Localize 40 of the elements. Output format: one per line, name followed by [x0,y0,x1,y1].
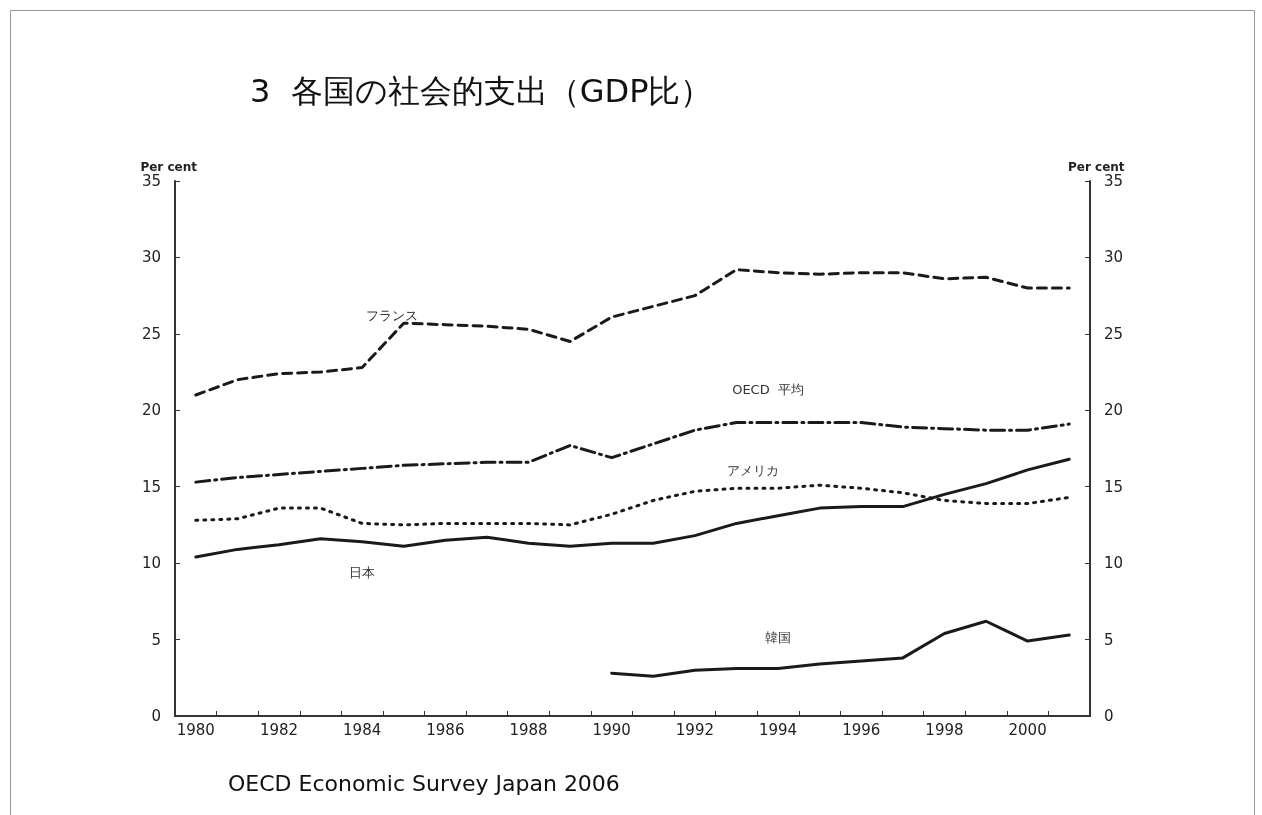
x-tick-label: 1998 [925,720,964,739]
y-axis-title: Per cent [140,160,198,174]
x-tick-label: 1984 [343,720,382,739]
y-tick-label: 0 [151,707,161,725]
x-tick-label: 1992 [675,720,714,739]
series-label: 日本 [349,564,376,580]
x-tick-label: 1988 [509,720,548,739]
series-label: OECD 平均 [732,381,804,397]
x-tick-label: 1982 [259,720,299,739]
y2-axis-title: Per cent [1068,160,1125,174]
y-tick-label: 25 [141,324,161,343]
y2-tick-label: 0 [1104,707,1114,725]
series-label: フランス [366,308,419,324]
line-series [194,457,1071,559]
y2-tick-label: 10 [1104,554,1124,573]
y-tick-label: 20 [141,401,161,420]
x-tick-label: 1986 [426,720,465,739]
x-tick-label: 1996 [842,720,881,739]
x-tick-label: 2000 [1008,720,1047,739]
y-tick-label: 10 [141,554,161,573]
y2-tick-label: 25 [1104,324,1124,343]
y2-tick-label: 30 [1104,248,1124,267]
line-series [194,268,1071,397]
y2-tick-label: 15 [1104,477,1124,496]
y-tick-label: 5 [151,630,161,649]
y2-tick-label: 20 [1104,401,1124,420]
series-label: アメリカ [727,463,780,479]
x-tick-label: 1994 [758,720,798,739]
x-tick-label: 1990 [592,720,631,739]
text: OECD Economic Survey Japan 2006 [228,770,620,796]
y2-tick-label: 5 [1104,630,1114,649]
x-tick-label: 1980 [176,720,215,739]
chart-title: 3 各国の社会的支出（GDP比） [250,72,713,110]
series-label: 韓国 [765,629,792,645]
y-tick-label: 35 [141,172,161,190]
y-tick-label: 15 [141,477,161,496]
line-series [194,421,1071,484]
y-tick-label: 30 [141,248,161,267]
y2-tick-label: 35 [1104,172,1124,190]
line-series [610,619,1071,678]
